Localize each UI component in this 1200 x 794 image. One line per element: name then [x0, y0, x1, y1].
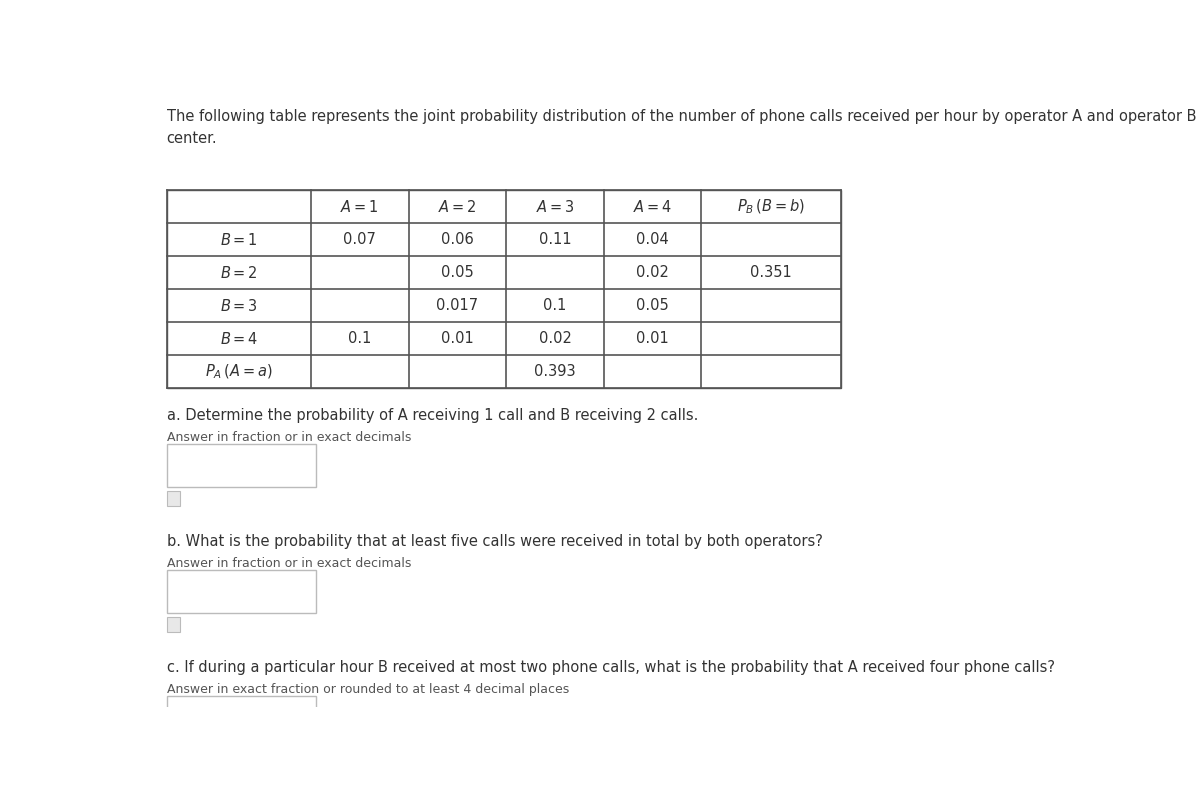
Text: $A = 1$: $A = 1$: [341, 198, 379, 214]
Text: 0.1: 0.1: [348, 331, 372, 346]
Text: $P_B\,(B = b)$: $P_B\,(B = b)$: [737, 198, 805, 216]
Text: 0.05: 0.05: [440, 265, 474, 280]
Text: $A = 3$: $A = 3$: [535, 198, 575, 214]
Text: 0.01: 0.01: [636, 331, 670, 346]
Text: $A = 4$: $A = 4$: [634, 198, 672, 214]
Text: 0.06: 0.06: [440, 232, 474, 247]
Bar: [167, 445, 316, 488]
Text: $A = 2$: $A = 2$: [438, 198, 476, 214]
Bar: [167, 617, 180, 632]
Bar: [167, 491, 180, 506]
Text: 0.351: 0.351: [750, 265, 792, 280]
Text: c. If during a particular hour B received at most two phone calls, what is the p: c. If during a particular hour B receive…: [167, 660, 1055, 675]
Text: 0.1: 0.1: [544, 298, 566, 313]
Text: $B = 2$: $B = 2$: [220, 264, 258, 280]
Text: 0.02: 0.02: [539, 331, 571, 346]
Text: 0.393: 0.393: [534, 364, 576, 379]
Text: Answer in exact fraction or rounded to at least 4 decimal places: Answer in exact fraction or rounded to a…: [167, 683, 569, 696]
Text: Answer in fraction or in exact decimals: Answer in fraction or in exact decimals: [167, 431, 412, 444]
Bar: [167, 570, 316, 613]
Text: Answer in fraction or in exact decimals: Answer in fraction or in exact decimals: [167, 557, 412, 570]
Text: 0.11: 0.11: [539, 232, 571, 247]
Text: a. Determine the probability of A receiving 1 call and B receiving 2 calls.: a. Determine the probability of A receiv…: [167, 407, 698, 422]
Bar: [167, 696, 316, 739]
Text: $B = 1$: $B = 1$: [220, 232, 258, 248]
Text: b. What is the probability that at least five calls were received in total by bo: b. What is the probability that at least…: [167, 534, 823, 549]
Text: 0.04: 0.04: [636, 232, 670, 247]
Text: The following table represents the joint probability distribution of the number : The following table represents the joint…: [167, 109, 1200, 146]
Text: $P_A\,(A = a)$: $P_A\,(A = a)$: [205, 362, 272, 381]
Text: $B = 3$: $B = 3$: [220, 298, 258, 314]
Text: 0.02: 0.02: [636, 265, 670, 280]
Text: $B = 4$: $B = 4$: [220, 330, 258, 347]
Text: 0.07: 0.07: [343, 232, 376, 247]
Text: 0.017: 0.017: [437, 298, 479, 313]
Bar: [167, 742, 180, 758]
Text: 0.01: 0.01: [440, 331, 474, 346]
Text: 0.05: 0.05: [636, 298, 670, 313]
